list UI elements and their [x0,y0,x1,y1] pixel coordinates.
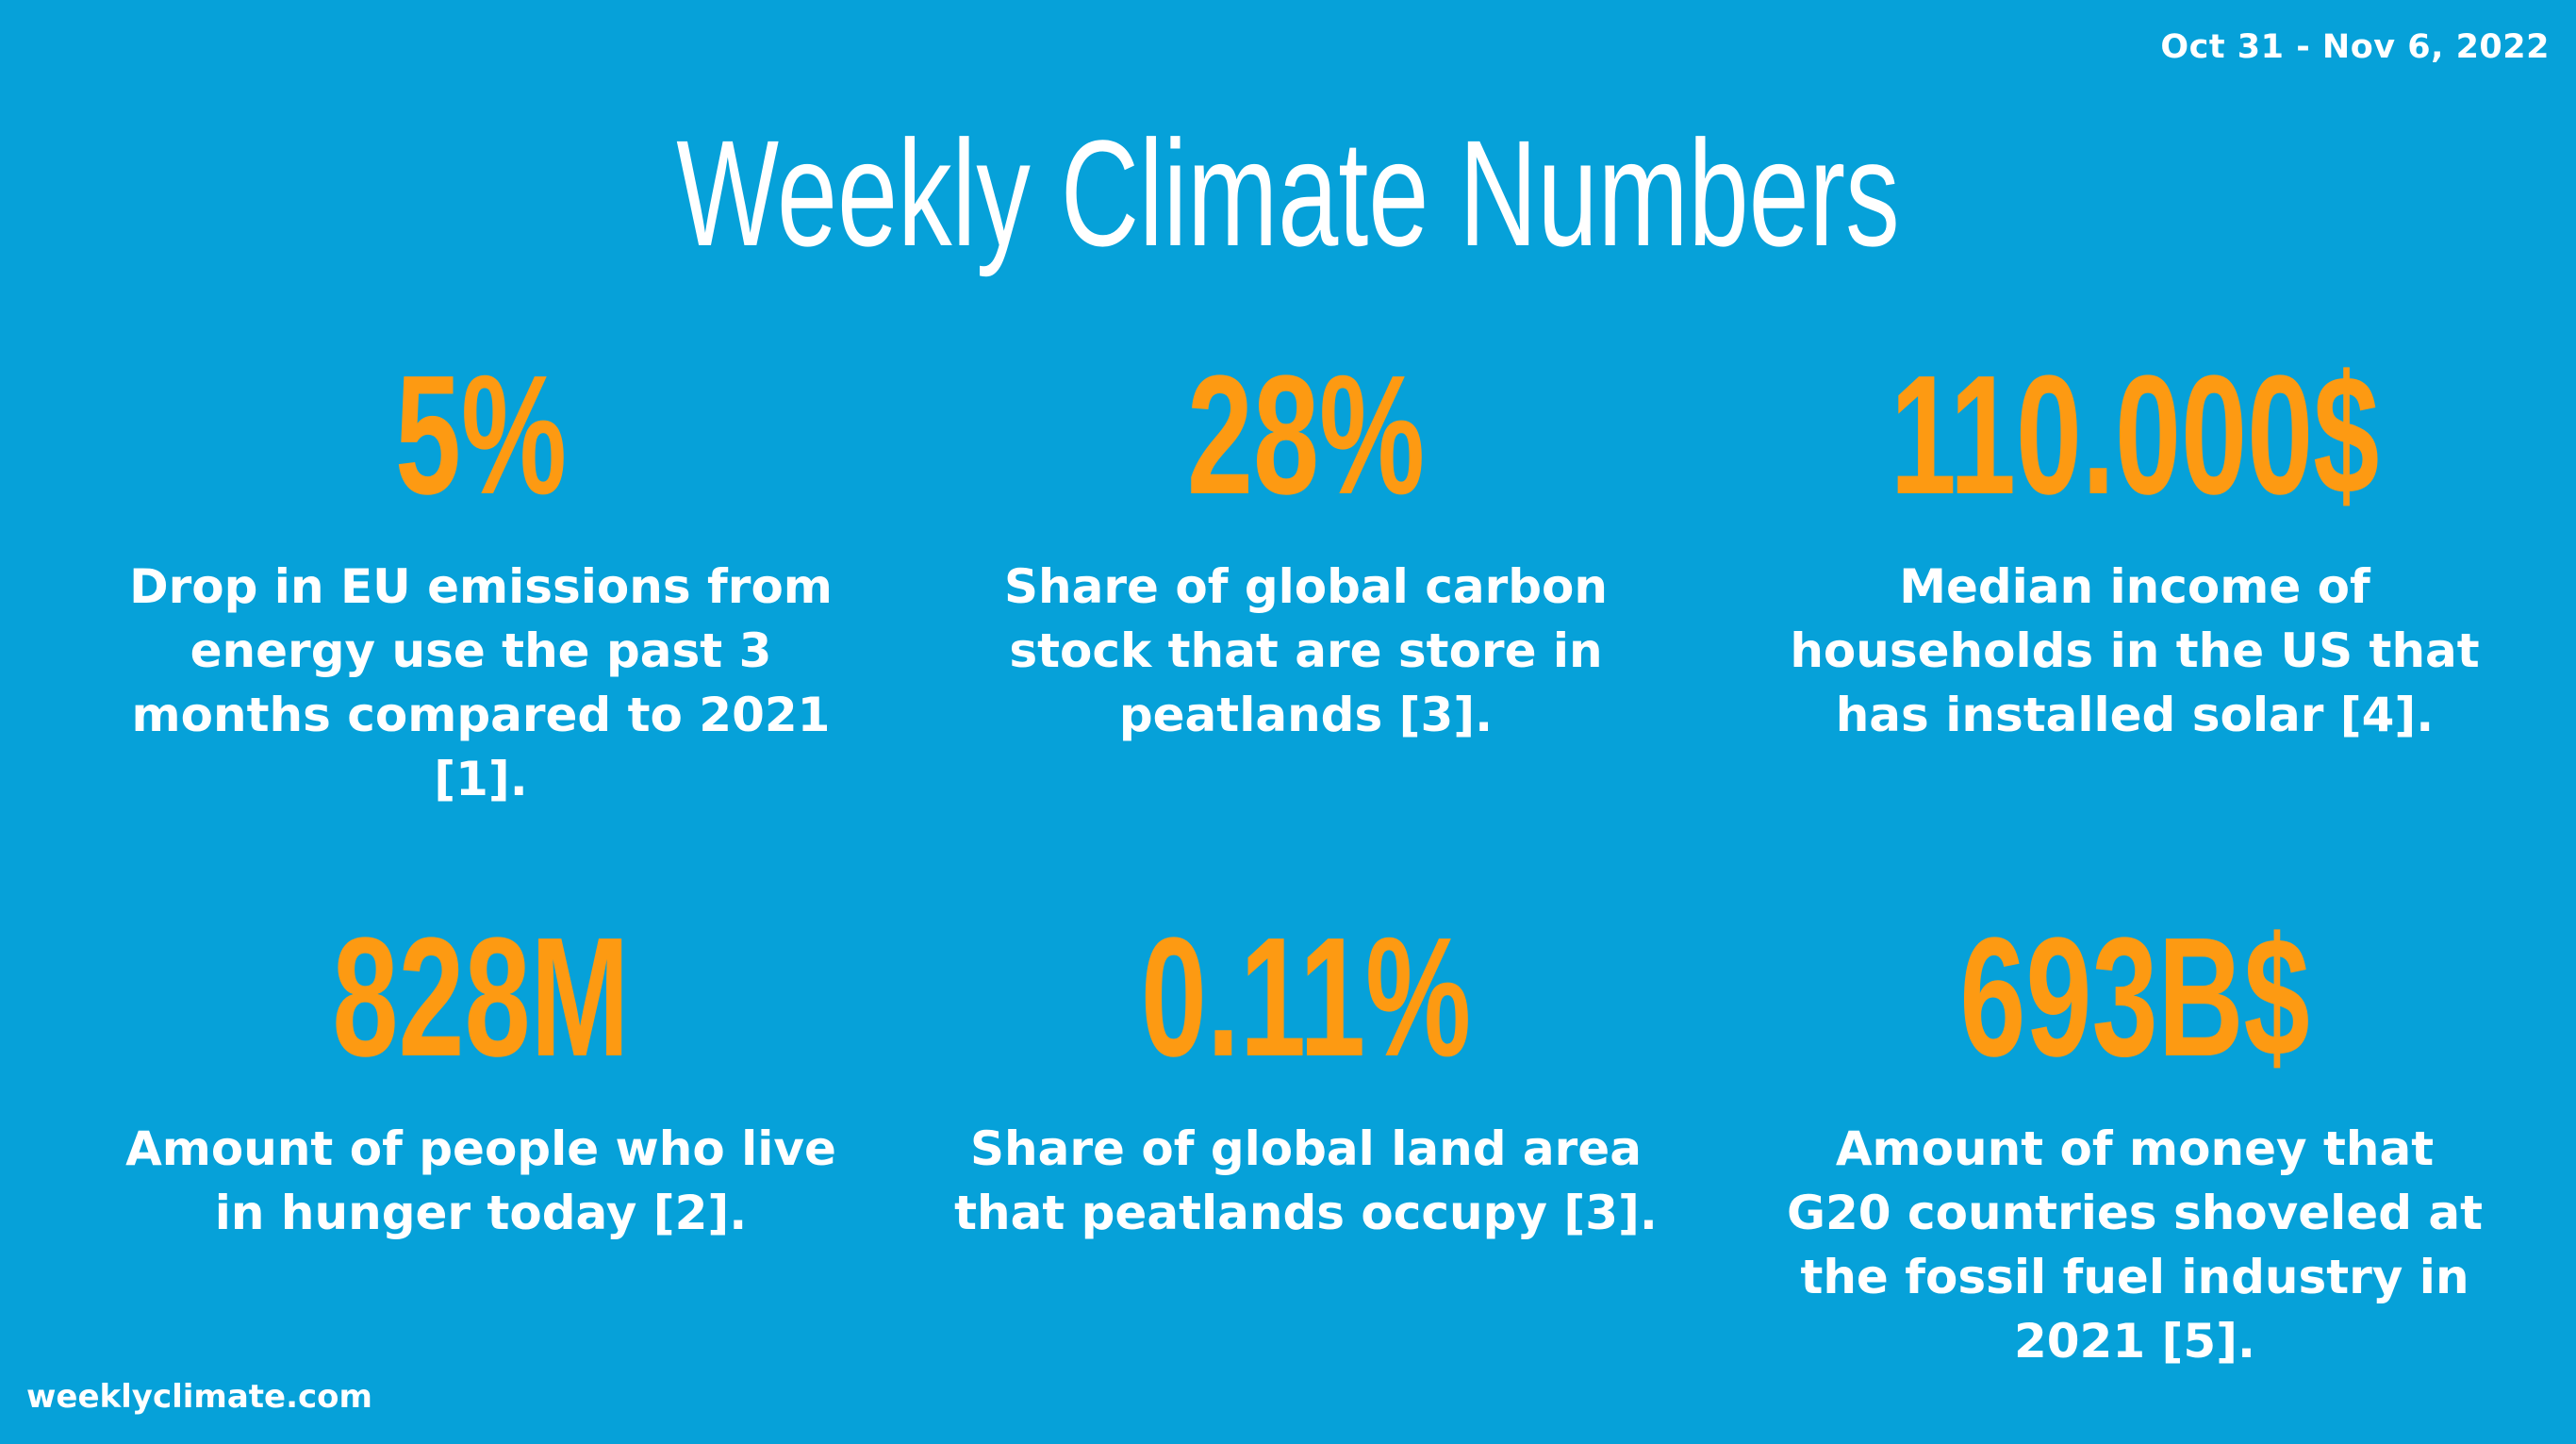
stat-description: Share of global land area that peatlands… [954,1121,1658,1240]
site-link[interactable]: weeklyclimate.com [26,1378,372,1416]
page-title: Weekly Climate Numbers [676,108,1900,277]
stat-description: Amount of money that G20 countries shove… [1786,1121,2484,1369]
stat-card-eu-emissions: 5% Drop in EU emissions from energy use … [104,351,858,811]
stat-description: Median income of households in the US th… [1790,559,2480,742]
stat-card-peatland-carbon: 28% Share of global carbon stock that ar… [929,351,1683,747]
stat-description: Share of global carbon stock that are st… [1004,559,1608,742]
stat-description: Amount of people who live in hunger toda… [125,1121,836,1240]
stat-value: 693B$ [1959,903,2310,1092]
stat-value: 828M [332,903,630,1092]
stat-description: Drop in EU emissions from energy use the… [129,559,833,806]
stat-card-solar-income: 110.000$ Median income of households in … [1758,351,2512,747]
stat-value: 0.11% [1140,903,1472,1092]
stat-card-peatland-area: 0.11% Share of global land area that pea… [929,913,1683,1245]
stat-card-fossil-subsidies: 693B$ Amount of money that G20 countries… [1758,913,2512,1373]
stat-value: 28% [1186,340,1426,530]
date-range: Oct 31 - Nov 6, 2022 [2160,28,2550,66]
stat-card-hunger: 828M Amount of people who live in hunger… [104,913,858,1245]
stat-value: 5% [394,340,568,530]
stat-value: 110.000$ [1890,340,2380,530]
